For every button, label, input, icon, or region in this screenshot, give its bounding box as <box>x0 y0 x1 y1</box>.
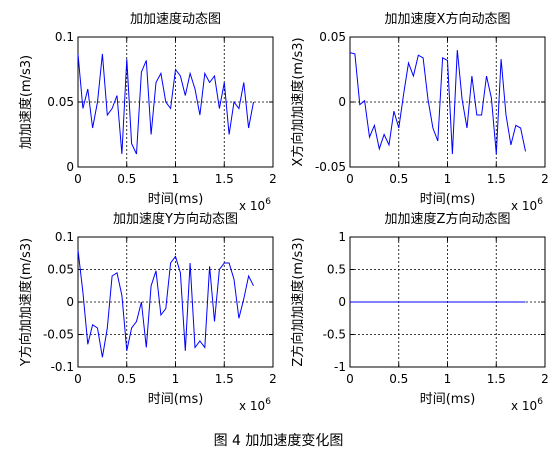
y-tick-label: 0.05 <box>47 263 74 277</box>
y-tick-label: 0.1 <box>55 230 74 244</box>
x-tick-label: 1 <box>444 172 452 186</box>
y-tick-label: -0.1 <box>51 360 74 374</box>
x-tick-label: 1.5 <box>215 372 234 386</box>
x-tick-label: 0.5 <box>389 372 408 386</box>
series-line <box>77 249 254 358</box>
y-tick-label: 0.1 <box>55 30 74 44</box>
y-tick-label: -1 <box>334 360 346 374</box>
y-tick-label: 0 <box>66 295 74 309</box>
x-axis-multiplier: x 106 <box>511 397 543 413</box>
x-tick-label: 1 <box>172 372 180 386</box>
y-tick-label: 0.05 <box>47 95 74 109</box>
figure-caption: 图 4 加加速度变化图 <box>213 433 344 449</box>
x-tick-label: 2 <box>269 372 277 386</box>
x-tick-label: 0 <box>74 172 82 186</box>
subplot-2: 0 0.5 1 1.5 2-0.0500.05加加速度X方向动态图时间(ms)X方向加加… <box>290 11 549 213</box>
y-tick-label: 0 <box>338 95 346 109</box>
y-tick-label: -0.05 <box>315 160 346 174</box>
y-axis-label: 加加速度(m/s3) <box>18 55 34 149</box>
y-tick-label: 1 <box>338 230 346 244</box>
y-tick-label: 0 <box>338 295 346 309</box>
series-line <box>77 53 254 155</box>
subplot-title: 加加速度X方向动态图 <box>385 11 511 27</box>
x-axis-label: 时间(ms) <box>420 392 476 407</box>
y-axis-label: X方向加加速度(m/s3) <box>290 37 306 166</box>
y-axis-label: Y方向加加速度(m/s3) <box>18 238 34 367</box>
subplot-3: 0 0.5 1 1.5 2 -0.1 -0.05 0 0.05 0.1 加加速度Y方向动态图时间(m… <box>18 211 277 413</box>
series-line <box>349 49 526 155</box>
x-tick-label: 1.5 <box>215 172 234 186</box>
x-tick-label: 0 <box>346 172 354 186</box>
x-axis-label: 时间(ms) <box>148 392 204 407</box>
x-tick-label: 1.5 <box>487 172 506 186</box>
x-tick-label: 1.5 <box>487 372 506 386</box>
x-tick-label: 2 <box>541 172 549 186</box>
x-axis-multiplier: x 106 <box>239 197 271 213</box>
y-tick-label: 0.5 <box>327 263 346 277</box>
y-tick-label: 0.05 <box>319 30 346 44</box>
x-tick-label: 0 <box>74 372 82 386</box>
x-tick-label: 0.5 <box>117 372 136 386</box>
subplot-title: 加加速度Y方向动态图 <box>113 211 238 227</box>
y-tick-label: 0 <box>66 160 74 174</box>
x-tick-label: 0 <box>346 372 354 386</box>
x-tick-label: 0.5 <box>389 172 408 186</box>
x-tick-label: 1 <box>172 172 180 186</box>
x-axis-multiplier: x 106 <box>239 397 271 413</box>
y-tick-label: -0.05 <box>43 328 74 342</box>
subplot-title: 加加速度Z方向动态图 <box>385 211 511 227</box>
y-axis-label: Z方向加加速度(m/s3) <box>290 237 306 366</box>
x-tick-label: 2 <box>541 372 549 386</box>
x-axis-label: 时间(ms) <box>420 192 476 207</box>
x-tick-label: 1 <box>444 372 452 386</box>
y-tick-label: -0.5 <box>323 328 346 342</box>
x-tick-label: 2 <box>269 172 277 186</box>
subplot-title: 加加速度动态图 <box>130 11 221 27</box>
x-tick-label: 0.5 <box>117 172 136 186</box>
x-axis-label: 时间(ms) <box>148 192 204 207</box>
x-axis-multiplier: x 106 <box>511 197 543 213</box>
